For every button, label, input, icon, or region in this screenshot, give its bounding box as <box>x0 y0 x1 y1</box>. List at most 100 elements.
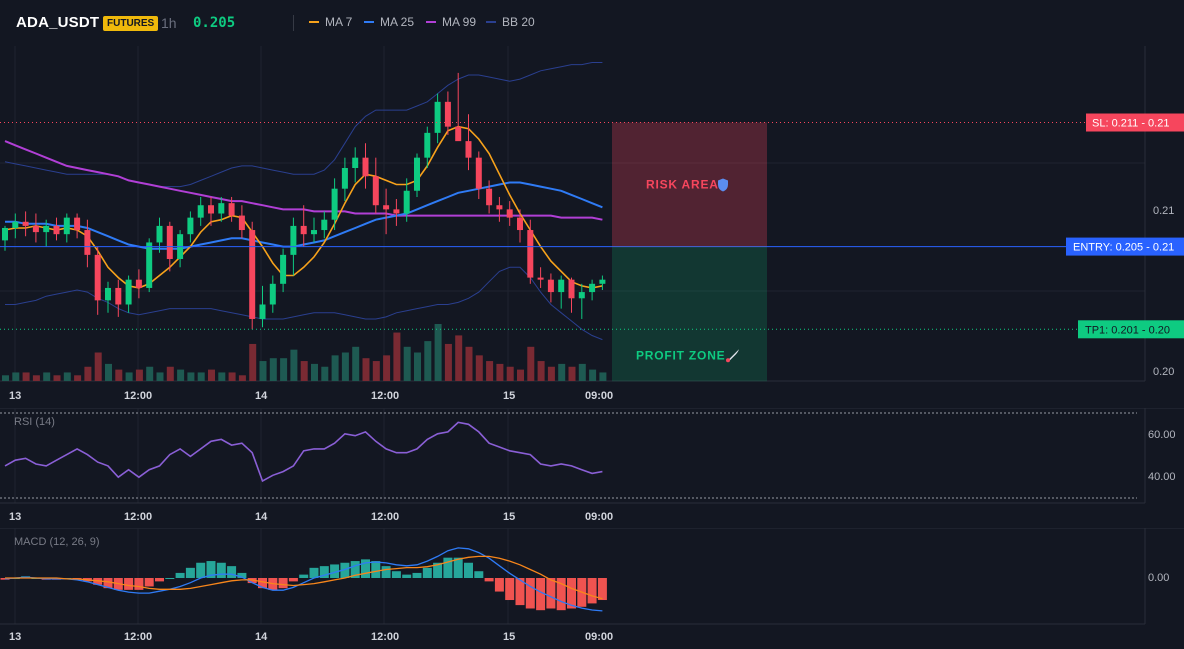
candle <box>197 196 204 226</box>
volume-layer <box>2 324 607 381</box>
legend-ma25[interactable]: MA 25 <box>364 15 414 29</box>
candle-body <box>475 157 482 189</box>
candle <box>280 248 287 293</box>
candle <box>105 281 111 313</box>
volume-bar <box>341 352 349 381</box>
shield-icon <box>718 178 728 192</box>
candle <box>249 221 256 330</box>
volume-bar <box>166 366 174 381</box>
candle <box>414 153 420 197</box>
price-pane[interactable]: RISK AREA PROFIT ZONE SL: 0.211 - 0.21 E… <box>0 46 1184 408</box>
macd-histogram-bar <box>494 578 504 592</box>
volume-bar <box>455 335 463 381</box>
volume-bar <box>393 332 401 381</box>
rocket-icon <box>726 349 739 363</box>
legend-ma25-label: MA 25 <box>380 15 415 29</box>
candle <box>362 143 369 189</box>
volume-bar <box>187 372 195 381</box>
candle <box>383 188 390 235</box>
candle-body <box>465 141 472 158</box>
legend-bb20[interactable]: BB 20 <box>486 15 535 29</box>
volume-bar <box>537 361 545 381</box>
time-label: 12:00 <box>371 631 399 643</box>
volume-bar <box>506 366 514 381</box>
volume-bar <box>372 361 380 381</box>
candle <box>32 213 39 243</box>
macd-histogram-bar <box>556 578 566 611</box>
symbol-name[interactable]: ADA_USDT <box>16 14 100 31</box>
volume-bar <box>311 363 318 381</box>
candle <box>53 217 60 241</box>
candle <box>115 279 122 317</box>
volume-bar <box>568 366 576 381</box>
macd-histogram-bar <box>567 578 576 609</box>
chart-header: ADA_USDT FUTURES 1h 0.205 MA 7 MA 25 MA … <box>0 0 1184 46</box>
macd-title: MACD (12, 26, 9) <box>14 536 100 548</box>
candle-body <box>434 101 441 133</box>
profit-zone-box[interactable] <box>612 246 767 382</box>
candle-body <box>125 279 132 305</box>
candle-body <box>444 101 451 127</box>
time-label: 13 <box>9 390 21 402</box>
time-label: 09:00 <box>585 631 613 643</box>
macd-histogram-bar <box>309 567 319 578</box>
volume-bar <box>403 346 411 381</box>
legend-ma99[interactable]: MA 99 <box>426 15 476 29</box>
last-price: 0.205 <box>193 15 236 31</box>
candle-body <box>22 221 29 226</box>
candle <box>455 72 462 142</box>
macd-histogram-bar <box>587 578 597 604</box>
volume-bar <box>362 358 370 381</box>
volume-bar <box>208 369 215 381</box>
bb20-swatch <box>486 21 496 23</box>
candle <box>599 275 606 291</box>
candle-body <box>383 205 390 210</box>
candle-body <box>455 126 462 142</box>
macd-pane[interactable]: MACD (12, 26, 9) 0.00 13 12:00 14 12:00 … <box>0 528 1184 649</box>
candle-body <box>2 227 8 241</box>
volume-bar <box>321 366 329 381</box>
futures-badge: FUTURES <box>103 16 159 31</box>
candle <box>94 246 101 315</box>
time-label: 13 <box>9 511 21 523</box>
price-axis[interactable]: SL: 0.211 - 0.21 ENTRY: 0.205 - 0.21 TP1… <box>1066 113 1184 378</box>
macd-histogram-bar <box>391 571 401 578</box>
header-divider <box>293 15 294 31</box>
volume-bar <box>589 369 597 381</box>
rsi-pane[interactable]: RSI (14) 60.00 40.00 13 12:00 14 12:00 1… <box>0 408 1184 528</box>
macd-time-axis: 13 12:00 14 12:00 15 09:00 <box>9 631 613 643</box>
macd-histogram-bar <box>350 561 360 578</box>
legend-ma7[interactable]: MA 7 <box>309 15 352 29</box>
candle <box>269 275 276 313</box>
candle <box>393 199 400 226</box>
volume-bar <box>444 343 452 381</box>
candle <box>187 211 194 243</box>
candle-body <box>269 283 276 305</box>
candle-body <box>578 292 585 299</box>
profit-zone-label: PROFIT ZONE <box>636 348 725 362</box>
volume-bar <box>177 369 185 381</box>
candle <box>537 267 544 288</box>
candle-body <box>331 188 338 220</box>
volume-bar <box>238 375 246 381</box>
time-axis[interactable]: 13 12:00 14 12:00 15 09:00 <box>9 390 613 402</box>
time-label: 14 <box>255 511 268 523</box>
signal-line <box>5 555 603 600</box>
macd-histogram-bar <box>299 574 309 578</box>
candle-body <box>63 217 70 235</box>
candle-body <box>414 157 420 191</box>
tp-price-tag-text: TP1: 0.201 - 0.20 <box>1085 324 1170 336</box>
rsi-tick-label: 40.00 <box>1148 471 1176 483</box>
volume-bar <box>2 375 9 381</box>
ma99-swatch <box>426 21 436 23</box>
candle <box>259 285 266 328</box>
candle-body <box>238 215 245 231</box>
macd-histogram-bar <box>216 562 226 578</box>
macd-histogram-bar <box>464 562 473 578</box>
macd-histogram-bar <box>525 578 535 609</box>
risk-area-box[interactable] <box>612 122 767 247</box>
candle <box>12 213 19 239</box>
candle-body <box>568 279 575 299</box>
macd-tick-label: 0.00 <box>1148 572 1169 584</box>
timeframe-selector[interactable]: 1h <box>161 15 177 31</box>
